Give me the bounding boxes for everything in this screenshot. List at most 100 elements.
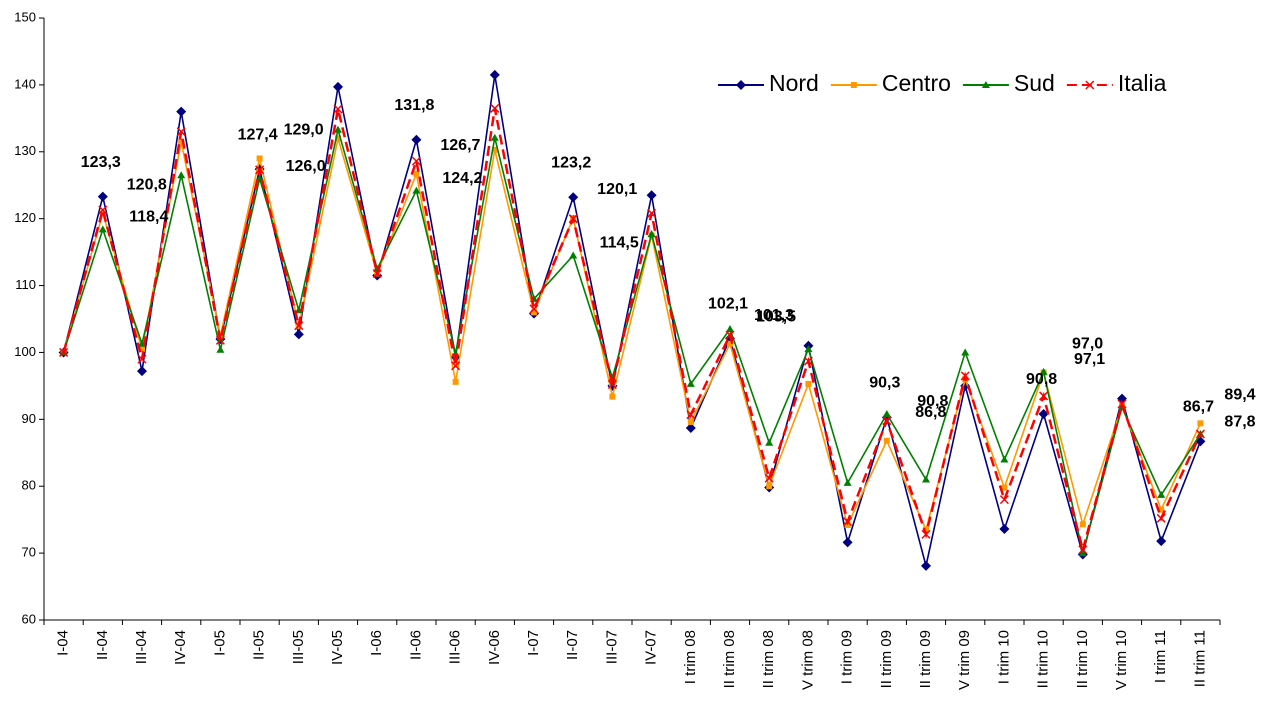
marker [685,423,696,434]
marker [491,146,498,153]
marker [686,379,695,387]
marker [137,354,147,364]
x-tick-label: II-06 [407,630,424,660]
x-tick-label: I trim 08 [682,630,699,684]
marker [687,419,694,426]
marker [1117,399,1127,409]
marker [372,268,382,279]
x-tick-label: I-05 [211,630,228,656]
series-line [62,138,1202,533]
marker [451,361,461,371]
x-tick-label: V trim 09 [956,630,973,690]
y-tick-label: 90 [22,411,36,426]
marker [531,309,537,316]
marker [1038,408,1049,419]
legend-label: Sud [1014,70,1055,96]
marker [216,345,225,353]
value-label: 129,0 [284,122,324,139]
marker [1156,536,1167,547]
marker [922,475,930,483]
x-tick-label: II-04 [94,630,111,660]
y-tick-label: 80 [22,478,36,493]
x-tick-label: III-07 [603,630,620,664]
series-line [62,129,1202,554]
value-label: 86,8 [915,404,946,421]
marker [765,438,774,446]
x-tick-label: II trim 09 [878,630,895,688]
y-tick-label: 100 [14,344,36,359]
value-label: 90,8 [1026,371,1057,388]
marker [176,127,186,137]
value-label: 86,7 [1183,399,1214,416]
legend-label: Centro [882,70,951,96]
value-label: 126,0 [286,158,326,175]
marker [1001,484,1008,491]
value-label: 90,8 [917,393,948,410]
value-label: 89,4 [1224,387,1255,404]
marker [59,347,69,357]
marker [736,80,746,90]
marker [1197,420,1204,427]
series-line [62,74,1202,567]
marker [334,125,342,133]
x-tick-label: II trim 09 [917,630,934,688]
marker [1078,549,1087,557]
y-tick-label: 120 [14,210,36,225]
legend-label: Italia [1118,70,1167,96]
value-label: 118,4 [129,209,168,226]
marker [411,134,422,145]
marker [1157,490,1166,498]
x-tick-label: IV-05 [329,630,346,665]
marker [177,171,186,179]
marker [647,208,657,218]
x-tick-label: II trim 10 [1074,630,1091,688]
marker [98,225,107,233]
value-label: 123,3 [81,154,121,171]
x-tick-label: V trim 08 [799,630,816,690]
x-tick-label: V trim 10 [1113,630,1130,690]
marker [647,230,656,238]
marker [490,133,499,141]
marker [1158,506,1165,513]
value-label: 97,1 [1074,351,1105,368]
value-label: 101,3 [754,307,794,324]
x-tick-label: II-05 [251,630,268,660]
x-tick-label: I-04 [55,630,72,656]
series-line [62,108,1202,555]
y-tick-label: 140 [14,76,36,91]
marker [568,192,579,203]
y-tick-label: 130 [14,143,36,158]
value-label: 123,2 [551,154,591,171]
x-tick-label: I-06 [368,630,385,656]
marker [686,410,696,420]
value-label: 126,7 [440,137,480,154]
marker [882,409,891,417]
x-tick-label: II trim 08 [760,630,777,688]
marker [215,335,225,345]
marker [803,356,813,366]
marker [766,483,773,490]
marker [764,473,774,483]
value-label: 90,3 [869,375,900,392]
marker [805,380,812,387]
marker [843,517,853,527]
value-label: 124,2 [442,170,482,187]
legend: Nord Centro Sud Italia [718,70,1167,96]
marker [609,393,616,400]
y-tick-label: 60 [22,611,36,626]
x-tick-label: I trim 11 [1152,630,1169,683]
marker [850,82,857,88]
marker [178,138,185,145]
value-label: 127,4 [238,126,278,143]
marker [256,155,263,162]
marker [568,214,578,224]
x-tick-label: III-04 [133,630,150,664]
marker [981,81,990,88]
marker [412,186,421,194]
marker [452,378,459,385]
x-tick-label: IV-04 [172,630,189,665]
marker [1156,513,1166,523]
x-tick-label: II trim 08 [721,630,738,688]
marker [961,348,970,356]
